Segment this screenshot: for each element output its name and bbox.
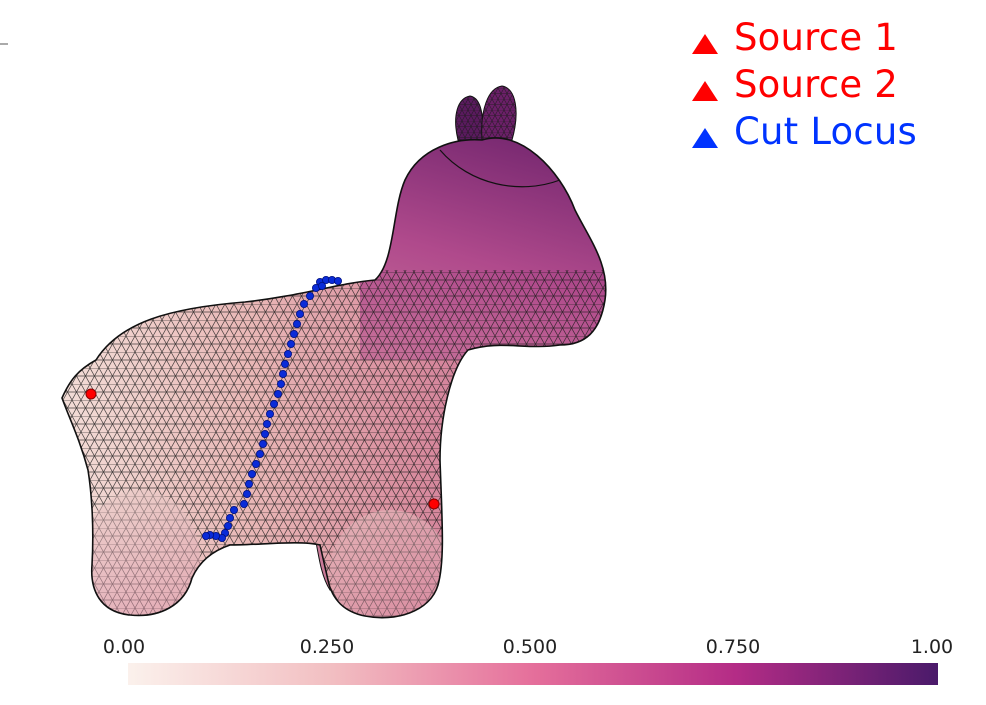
legend: Source 1 Source 2 Cut Locus [692,14,917,155]
cut-locus-point [276,379,285,388]
cut-locus-point [225,514,234,523]
source-2-marker [428,498,440,510]
colorbar-tick: 0.00 [102,636,146,658]
legend-item-source-1: Source 1 [692,14,917,61]
cut-locus-point [299,299,308,308]
source-1-marker [85,388,97,400]
cut-locus-point [283,349,292,358]
colorbar-tick: 0.500 [502,636,558,658]
cut-locus-point [269,399,278,408]
red-triangle-icon [692,80,718,101]
cut-locus-points [201,275,342,543]
cut-locus-point [242,489,251,498]
cut-locus-point [333,276,342,285]
legend-item-source-2: Source 2 [692,61,917,108]
mesh-body [61,137,607,619]
colorbar-tick: 1.00 [910,636,954,658]
cut-locus-point [289,329,298,338]
cut-locus-point [305,291,314,300]
legend-label: Source 2 [734,63,898,106]
cut-locus-point [317,281,326,290]
cut-locus-point [229,505,238,514]
legend-label: Cut Locus [734,110,918,153]
blue-triangle-icon [692,127,718,148]
cut-locus-point [295,309,304,318]
cut-locus-point [201,532,210,541]
cut-locus-point [273,389,282,398]
cut-locus-point [258,439,267,448]
ears [455,85,517,141]
colorbar [128,663,938,685]
cut-locus-point [255,449,264,458]
cut-locus-point [278,369,287,378]
cut-locus-point [223,522,232,531]
cut-locus-point [260,429,269,438]
colorbar-tick: 0.750 [705,636,761,658]
legend-label: Source 1 [734,16,898,59]
colorbar-tick: 0.250 [299,636,355,658]
cut-locus-point [280,359,289,368]
cut-locus-point [251,459,260,468]
cut-locus-point [262,419,271,428]
cut-locus-point [244,479,253,488]
cut-locus-point [292,319,301,328]
cut-locus-point [239,499,248,508]
cut-locus-point [265,409,274,418]
legend-item-cut-locus: Cut Locus [692,108,917,155]
red-triangle-icon [692,33,718,54]
cut-locus-point [286,339,295,348]
cut-locus-point [247,469,256,478]
